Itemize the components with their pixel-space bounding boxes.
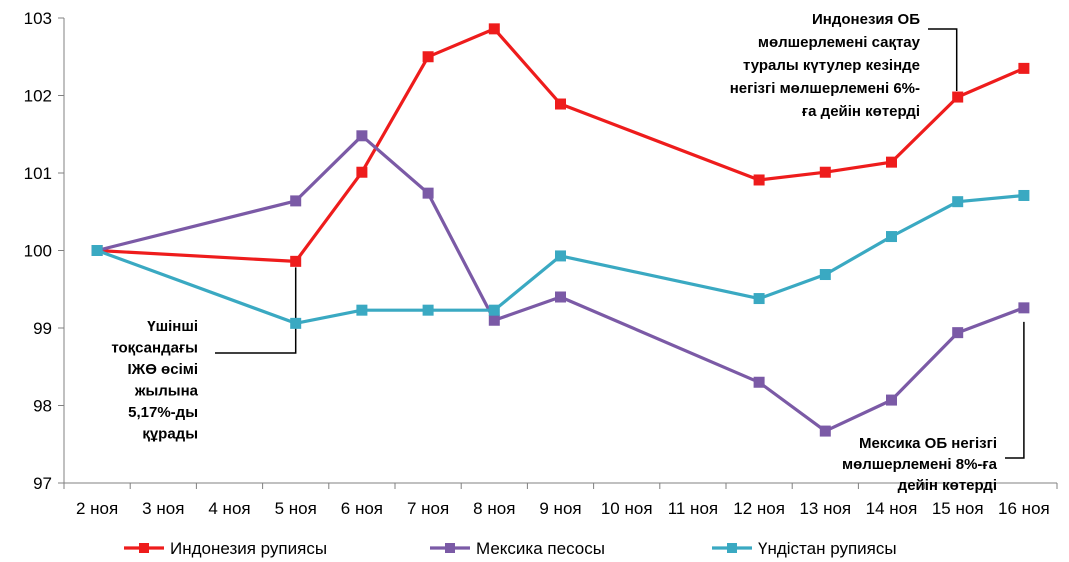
data-point	[555, 250, 566, 262]
data-point	[91, 245, 103, 256]
annotation-mexico-leader	[1005, 321, 1025, 459]
y-tick-label: 102	[24, 87, 52, 106]
legend-label: Индонезия рупиясы	[170, 539, 327, 558]
legend: Индонезия рупиясы Мексика песосы Үндістан …	[124, 539, 897, 558]
data-point	[488, 314, 500, 326]
legend-item: Мексика песосы	[430, 539, 605, 558]
legend-swatch-marker	[139, 543, 149, 553]
x-tick-label: 2 ноя	[76, 499, 118, 518]
data-point	[422, 51, 434, 63]
x-tick-label: 5 ноя	[275, 499, 317, 518]
annotation-gdp-line: құрады	[142, 426, 198, 443]
data-point	[819, 269, 831, 281]
data-point	[886, 231, 897, 243]
x-tick-label: 16 ноя	[998, 499, 1050, 518]
series-line	[96, 134, 1025, 433]
series-3	[91, 189, 1030, 329]
annotation-indonesia-line: мөлшерлемені сақтау	[758, 34, 921, 51]
annotation-leaders	[215, 28, 1025, 459]
x-tick-label: 6 ноя	[341, 499, 383, 518]
x-tick-label: 15 ноя	[932, 499, 984, 518]
annotation-gdp-line: 5,17%-ды	[128, 404, 198, 421]
x-tick-label: 12 ноя	[733, 499, 785, 518]
y-tick-label: 101	[24, 164, 52, 183]
annotation-indonesia-line: негізгі мөлшерлемені 6%-	[730, 80, 920, 97]
legend-label: Үндістан рупиясы	[758, 539, 897, 558]
x-tick-label: 7 ноя	[407, 499, 449, 518]
annotation-indonesia-leader	[928, 28, 958, 92]
annotation-mexico-line: Мексика ОБ негізгі	[859, 435, 997, 452]
axes: 97 98 99 100 101 102 103 2 ноя 3 ноя 4 ноя 5 ноя 6 …	[24, 9, 1058, 518]
data-point	[952, 196, 964, 208]
x-tick-label: 11 ноя	[668, 499, 718, 518]
data-point	[356, 304, 368, 316]
data-point	[356, 166, 368, 178]
y-tick-label: 98	[33, 397, 52, 416]
data-point	[753, 174, 765, 186]
annotation-gdp-line: жылына	[134, 383, 199, 400]
y-tick-label: 103	[24, 9, 52, 28]
data-point	[555, 98, 566, 110]
x-tick-label: 8 ноя	[473, 499, 515, 518]
x-tick-label: 10 ноя	[601, 499, 653, 518]
series-2	[91, 130, 1030, 437]
data-point	[356, 130, 368, 142]
data-point	[952, 91, 964, 103]
annotation-mexico-line: дейін көтерді	[898, 477, 997, 494]
data-point	[819, 166, 831, 178]
data-point	[1018, 302, 1030, 314]
annotation-texts: Индонезия ОБ мөлшерлемені сақтау туралы кү…	[111, 11, 997, 494]
data-point	[555, 291, 566, 303]
data-point	[753, 376, 765, 388]
x-tick-label: 3 ноя	[142, 499, 184, 518]
series-1	[91, 23, 1030, 267]
legend-item: Үндістан рупиясы	[712, 539, 897, 558]
x-tick-label: 4 ноя	[208, 499, 250, 518]
data-point	[290, 195, 302, 207]
data-point	[886, 156, 897, 168]
data-point	[952, 327, 964, 339]
data-point	[1018, 189, 1030, 201]
x-tick-label: 14 ноя	[866, 499, 918, 518]
data-point	[290, 317, 302, 329]
data-point	[290, 255, 302, 267]
annotation-mexico-line: мөлшерлемені 8%-ға	[842, 456, 998, 473]
annotation-gdp-leader	[215, 267, 297, 354]
legend-swatch-marker	[727, 543, 737, 553]
x-tick-label: 9 ноя	[539, 499, 581, 518]
data-point	[1018, 62, 1030, 74]
annotation-indonesia-line: туралы күтулер кезінде	[743, 57, 920, 74]
legend-item: Индонезия рупиясы	[124, 539, 327, 558]
annotation-indonesia-line: ға дейін көтерді	[802, 103, 920, 120]
series-group	[91, 23, 1030, 437]
legend-label: Мексика песосы	[476, 539, 605, 558]
annotation-gdp-line: тоқсандағы	[111, 340, 198, 357]
annotation-indonesia-line: Индонезия ОБ	[812, 11, 920, 28]
y-tick-label: 99	[33, 319, 52, 338]
data-point	[819, 425, 831, 437]
x-tick-label: 13 ноя	[799, 499, 851, 518]
y-tick-label: 100	[24, 242, 52, 261]
legend-swatch-marker	[445, 543, 455, 553]
data-point	[753, 293, 765, 305]
annotation-gdp-line: Үшінші	[147, 318, 198, 335]
data-point	[488, 304, 500, 316]
annotation-gdp-line: ІЖӨ өсімі	[128, 361, 199, 378]
data-point	[422, 304, 434, 316]
y-tick-label: 97	[33, 474, 52, 493]
data-point	[886, 394, 897, 406]
data-point	[488, 23, 500, 35]
data-point	[422, 187, 434, 199]
